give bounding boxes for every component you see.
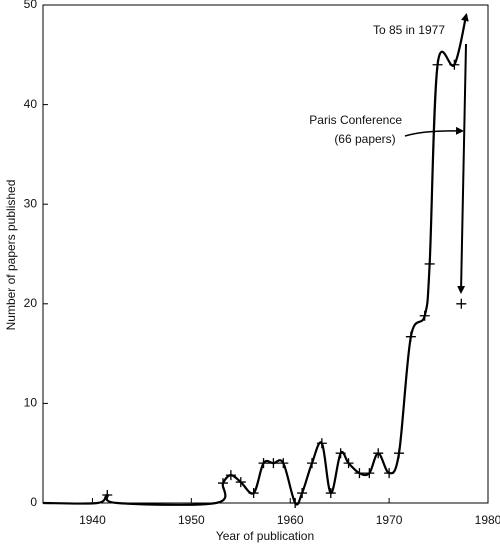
x-tick-label: 1960: [277, 513, 304, 527]
plus-marker: [297, 488, 308, 499]
x-tick-label: 1980: [475, 513, 500, 527]
plus-marker: [248, 488, 259, 499]
plus-marker: [217, 478, 228, 489]
annotation: (66 papers): [334, 132, 395, 146]
plus-marker: [278, 458, 289, 469]
x-tick-label: 1950: [178, 513, 205, 527]
plus-marker: [343, 458, 354, 469]
y-tick-label: 30: [24, 196, 38, 210]
y-tick-label: 50: [24, 0, 38, 11]
annotation-arrow: [404, 126, 464, 137]
plus-marker: [384, 468, 395, 479]
y-tick-label: 0: [30, 495, 37, 509]
plus-marker: [449, 59, 460, 70]
plus-marker: [419, 310, 430, 321]
y-axis-label: Number of papers published: [4, 180, 18, 331]
x-tick-label: 1970: [376, 513, 403, 527]
plus-marker: [354, 468, 365, 479]
plus-marker: [373, 448, 384, 459]
y-tick-label: 20: [24, 296, 38, 310]
x-axis-label: Year of publication: [216, 529, 314, 543]
plus-marker: [102, 490, 113, 501]
plus-marker: [364, 468, 375, 479]
annotation: Paris Conference: [309, 113, 402, 127]
plus-marker: [432, 59, 443, 70]
plus-marker: [268, 458, 279, 469]
annotation-arrow: [457, 43, 467, 294]
plus-marker: [394, 448, 404, 459]
annotation: To 85 in 1977: [373, 23, 445, 37]
plus-marker: [306, 458, 317, 469]
plus-marker: [405, 331, 416, 342]
plus-marker: [335, 448, 346, 459]
plot-frame: [42, 4, 489, 504]
y-tick-label: 10: [24, 396, 38, 410]
plus-marker: [258, 458, 269, 469]
plus-marker: [456, 298, 467, 309]
plus-marker: [225, 470, 236, 481]
plus-marker: [424, 258, 435, 269]
plus-marker: [325, 488, 336, 499]
plus-marker: [316, 438, 327, 449]
x-tick-label: 1940: [79, 513, 106, 527]
plus-marker: [290, 498, 301, 508]
y-tick-label: 40: [24, 97, 38, 111]
plus-marker: [235, 477, 246, 488]
data-curve: [42, 13, 469, 506]
